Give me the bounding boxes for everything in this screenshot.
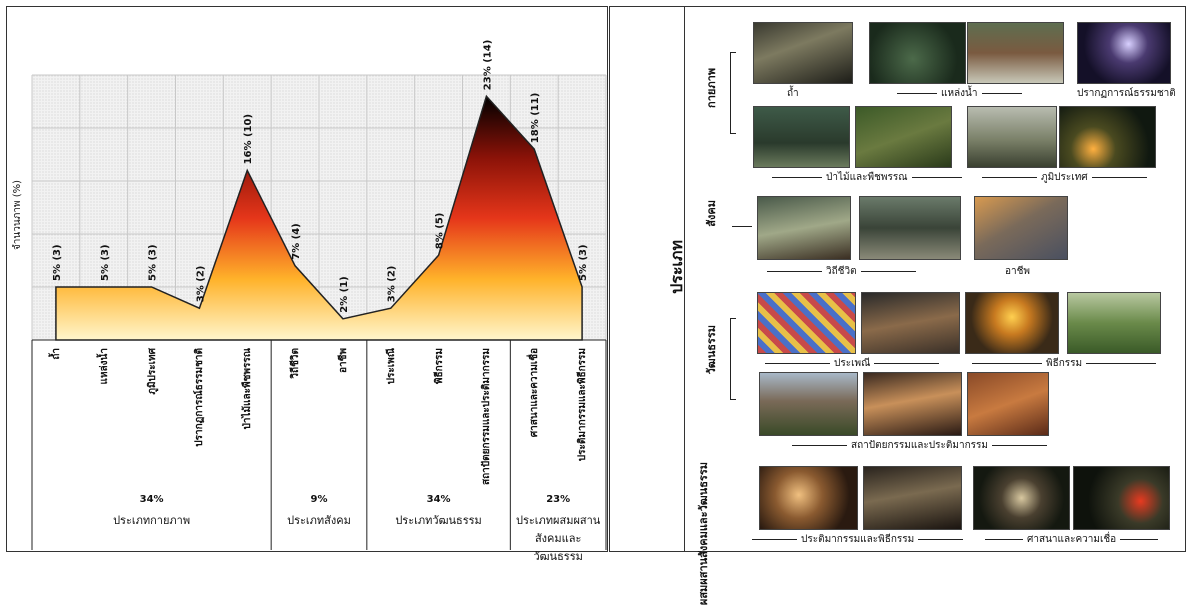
caption-cave: ถ้ำ [787, 88, 799, 99]
category-label: ประติมากรรมและพิธีกรรม [577, 348, 589, 462]
caption-sculpture-ritual: ประติมากรรมและพิธีกรรม [752, 532, 964, 547]
group-name: ประเภทกายภาพ [113, 514, 191, 527]
group-name: ประเภทผสมผสานสังคมและวัฒนธรรม [515, 514, 601, 563]
category-label: อาชีพ [337, 348, 349, 373]
section-label-social: สังคม [705, 200, 718, 227]
data-label: 18% (11) [530, 93, 541, 143]
data-label: 3% (2) [387, 266, 398, 303]
photo-natural-phenomenon [1077, 22, 1171, 84]
photo-panel: ประเภท กายภาพ สังคม วัฒนธรรม ผสมผสานสังค… [607, 0, 1186, 605]
data-label: 23% (14) [482, 40, 493, 90]
caption-occupation: อาชีพ [1005, 266, 1030, 277]
photo-architecture-2 [863, 372, 962, 436]
photo-religion-2 [1073, 466, 1170, 530]
data-label: 2% (1) [339, 276, 350, 313]
photo-ritual-2 [1067, 292, 1161, 354]
data-label: 5% (3) [148, 244, 159, 281]
category-label: วิถีชีวิต [290, 348, 302, 379]
category-label: พิธีกรรม [433, 348, 445, 385]
connector [732, 226, 752, 227]
photo-tradition-2 [861, 292, 960, 354]
caption-lifestyle: วิถีชีวิต [767, 264, 916, 279]
data-label: 16% (10) [243, 114, 254, 164]
caption-natural-phenomenon: ปรากฏการณ์ธรรมชาติ [1077, 88, 1176, 99]
section-label-mixed: ผสมผสานสังคมและวัฒนธรรม [697, 462, 710, 605]
photo-landscape-2 [1059, 106, 1156, 168]
category-label: แหล่งน้ำ [98, 348, 110, 385]
caption-architecture: สถาปัตยกรรมและประติมากรรม [792, 438, 1047, 453]
group-percent: 34% [139, 494, 164, 505]
photo-forest-1 [753, 106, 850, 168]
category-label: ภูมิประเทศ [146, 348, 158, 395]
photo-sculpture-ritual-2 [863, 466, 962, 530]
photo-water [869, 22, 966, 84]
photo-sculpture-ritual-1 [759, 466, 858, 530]
category-label: ประเพณี [385, 348, 397, 385]
data-label: 3% (2) [195, 266, 206, 303]
photo-landscape-1 [967, 106, 1057, 168]
photo-occupation [974, 196, 1068, 260]
category-label: ศาสนาและความเชื่อ [529, 348, 541, 438]
photo-religion-1 [973, 466, 1070, 530]
chart-panel: จำนวนภาพ (%) 5% (3) 5% (3) 5% (3) 3% (2) 16%… [0, 0, 608, 563]
photo-architecture-1 [759, 372, 858, 436]
area-chart: 5% (3) 5% (3) 5% (3) 3% (2) 16% (10) 7% (4) 2%… [31, 40, 607, 550]
photo-tradition-1 [757, 292, 856, 354]
photo-water-2 [967, 22, 1064, 84]
photo-forest-2 [855, 106, 952, 168]
caption-landscape: ภูมิประเทศ [982, 170, 1147, 185]
data-label: 8% (5) [435, 213, 446, 250]
caption-water: แหล่งน้ำ [897, 86, 1022, 101]
group-name: ประเภทสังคม [287, 514, 351, 527]
panel-title: ประเภท [667, 240, 686, 294]
photo-cave [753, 22, 853, 84]
group-percent: 34% [426, 494, 451, 505]
brace [730, 318, 736, 400]
caption-forest: ป่าไม้และพืชพรรณ [772, 170, 962, 185]
data-label: 5% (3) [100, 244, 111, 281]
brace [730, 52, 736, 134]
group-percent: 23% [546, 494, 571, 505]
section-label-cultural: วัฒนธรรม [705, 325, 718, 375]
data-label: 7% (4) [291, 223, 302, 260]
group-name: ประเภทวัฒนธรรม [395, 514, 482, 527]
category-label: สถาปัตยกรรมและประติมากรรม [481, 348, 493, 485]
group-percent: 9% [310, 494, 328, 505]
photo-lifestyle-2 [859, 196, 961, 260]
data-label: 5% (3) [578, 244, 589, 281]
caption-religion: ศาสนาและความเชื่อ [985, 532, 1159, 547]
section-label-physical: กายภาพ [705, 68, 718, 108]
category-label: ป่าไม้และพืชพรรณ [242, 348, 254, 430]
photo-ritual-1 [965, 292, 1059, 354]
area-series [55, 94, 583, 341]
category-label: ถ้ำ [50, 348, 62, 360]
photo-lifestyle-1 [757, 196, 851, 260]
data-label: 5% (3) [52, 244, 63, 281]
caption-ritual: พิธีกรรม [972, 356, 1157, 371]
category-label: ปรากฏการณ์ธรรมชาติ [194, 348, 206, 447]
caption-tradition: ประเพณี [765, 356, 940, 371]
photo-architecture-3 [967, 372, 1049, 436]
